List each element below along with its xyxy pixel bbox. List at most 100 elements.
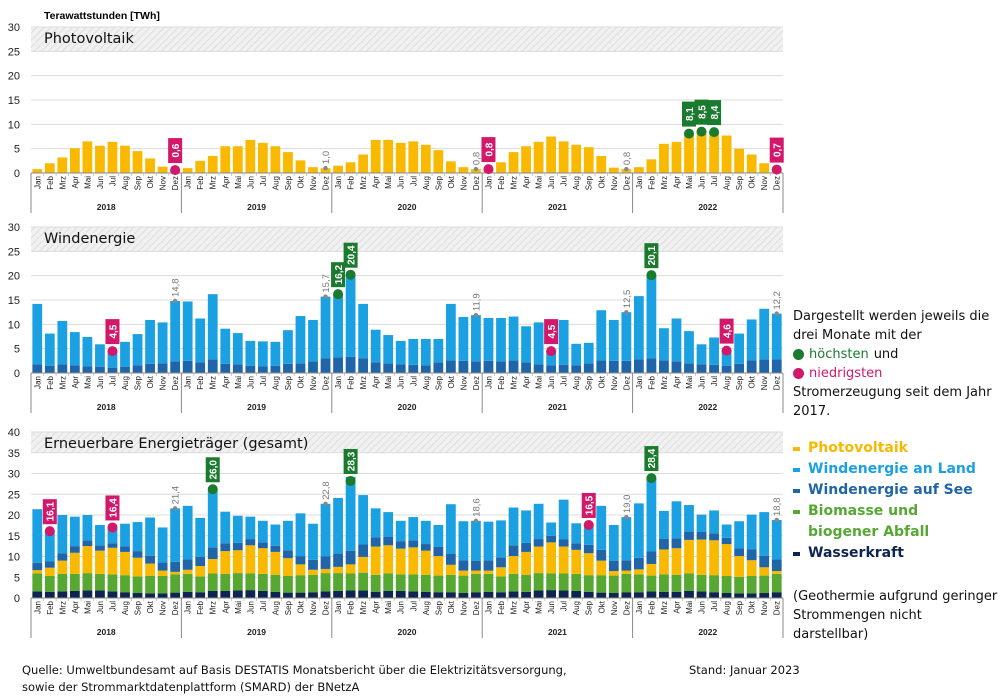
month-tick-label: Mai xyxy=(685,376,694,389)
bar-segment xyxy=(308,167,318,173)
month-tick-label: Nov xyxy=(760,176,769,190)
bar-segment xyxy=(170,592,181,598)
month-tick-label: Sep xyxy=(585,175,594,190)
month-tick-label: Jun xyxy=(698,376,707,389)
bar-segment xyxy=(69,573,80,591)
month-tick-label: Dez xyxy=(322,376,331,390)
month-tick-label: Aug xyxy=(572,376,581,390)
bar-segment xyxy=(57,553,68,561)
bar-segment xyxy=(734,333,745,364)
legend-label-wasserkraft: Wasserkraft xyxy=(808,545,904,561)
bar-segment xyxy=(195,556,206,567)
bar-segment xyxy=(546,590,557,598)
high-label: 26,0 xyxy=(209,460,220,480)
month-tick-label: Mai xyxy=(234,376,243,389)
reference-label: 1,0 xyxy=(321,151,332,164)
month-tick-label: Jul xyxy=(109,601,118,611)
bar-segment xyxy=(608,571,619,576)
year-label: 2018 xyxy=(97,202,116,212)
month-tick-label: Jul xyxy=(710,376,719,386)
bar-segment xyxy=(44,576,55,592)
bar-segment xyxy=(571,549,582,574)
month-tick-label: Nov xyxy=(610,601,619,615)
month-tick-label: Sep xyxy=(284,600,293,615)
bar-segment xyxy=(483,591,494,598)
bar-segment xyxy=(383,139,394,173)
bar-segment xyxy=(496,162,506,173)
bar-segment xyxy=(734,556,745,577)
bar-segment xyxy=(471,315,481,362)
bar-segment xyxy=(583,363,594,373)
bar-segment xyxy=(709,540,719,576)
bar-segment xyxy=(671,141,682,173)
bar-segment xyxy=(496,318,506,362)
month-tick-label: Jan xyxy=(184,176,193,189)
bar-segment xyxy=(95,590,105,598)
bar-segment xyxy=(458,167,469,173)
month-tick-label: Nov xyxy=(159,376,168,390)
month-tick-label: Sep xyxy=(434,600,443,615)
bar-segment xyxy=(383,537,394,546)
bar-segment xyxy=(734,593,745,598)
month-tick-label: Nov xyxy=(610,376,619,390)
legend-swatch-wind-land xyxy=(793,468,800,472)
bar-segment xyxy=(195,318,206,363)
bar-segment xyxy=(608,360,619,373)
month-tick-label: Okt xyxy=(597,175,606,188)
high-label-box xyxy=(343,448,358,474)
highlight-explanation: Dargestellt werden jeweils die drei Mona… xyxy=(793,307,998,421)
bar-segment xyxy=(571,343,582,366)
month-tick-label: Sep xyxy=(735,375,744,390)
bar-segment xyxy=(471,520,481,561)
month-tick-label: Sep xyxy=(284,175,293,190)
bar-segment xyxy=(245,340,256,366)
bar-segment xyxy=(721,365,732,373)
bar-segment xyxy=(145,555,155,564)
bar-segment xyxy=(270,524,281,546)
bar-segment xyxy=(583,553,594,576)
bar-segment xyxy=(671,538,682,549)
month-tick-label: Feb xyxy=(46,375,55,389)
high-label-box xyxy=(682,101,696,127)
bar-segment xyxy=(671,574,682,592)
month-tick-label: Feb xyxy=(347,375,356,389)
month-tick-label: Jul xyxy=(259,601,268,611)
note-low-row: niedrigsten xyxy=(793,364,998,383)
bar-segment xyxy=(483,318,494,361)
bar-segment xyxy=(333,294,343,358)
bar-segment xyxy=(483,570,494,574)
month-tick-label: Mrz xyxy=(660,376,669,389)
bar-segment xyxy=(746,154,757,173)
bar-segment xyxy=(734,521,745,549)
bar-segment xyxy=(709,533,719,541)
month-tick-label: Apr xyxy=(71,376,80,389)
month-tick-label: Mrz xyxy=(58,601,67,614)
bar-segment xyxy=(32,303,43,365)
reference-dot xyxy=(624,514,629,520)
bar-segment xyxy=(120,551,130,576)
month-tick-label: Dez xyxy=(773,601,782,615)
bar-segment xyxy=(270,146,281,173)
bar-segment xyxy=(546,573,557,591)
bar-segment xyxy=(771,573,782,593)
bar-segment xyxy=(358,590,369,598)
bar-segment xyxy=(220,573,231,591)
bar-segment xyxy=(621,360,632,373)
bar-segment xyxy=(696,574,707,592)
bar-segment xyxy=(433,556,444,576)
bar-segment xyxy=(195,362,206,373)
month-tick-label: Okt xyxy=(146,600,155,613)
month-tick-label: Mai xyxy=(83,376,92,389)
month-tick-label: Dez xyxy=(472,376,481,390)
bar-segment xyxy=(771,592,782,598)
month-tick-label: Dez xyxy=(622,601,631,615)
high-label: 28,3 xyxy=(346,451,357,471)
bar-segment xyxy=(684,505,694,532)
bar-segment xyxy=(333,497,343,554)
bar-segment xyxy=(145,158,155,173)
month-tick-label: Jul xyxy=(409,176,418,186)
year-label: 2021 xyxy=(548,202,567,212)
year-label: 2022 xyxy=(698,627,717,637)
bar-segment xyxy=(157,570,168,576)
bar-segment xyxy=(746,593,757,598)
